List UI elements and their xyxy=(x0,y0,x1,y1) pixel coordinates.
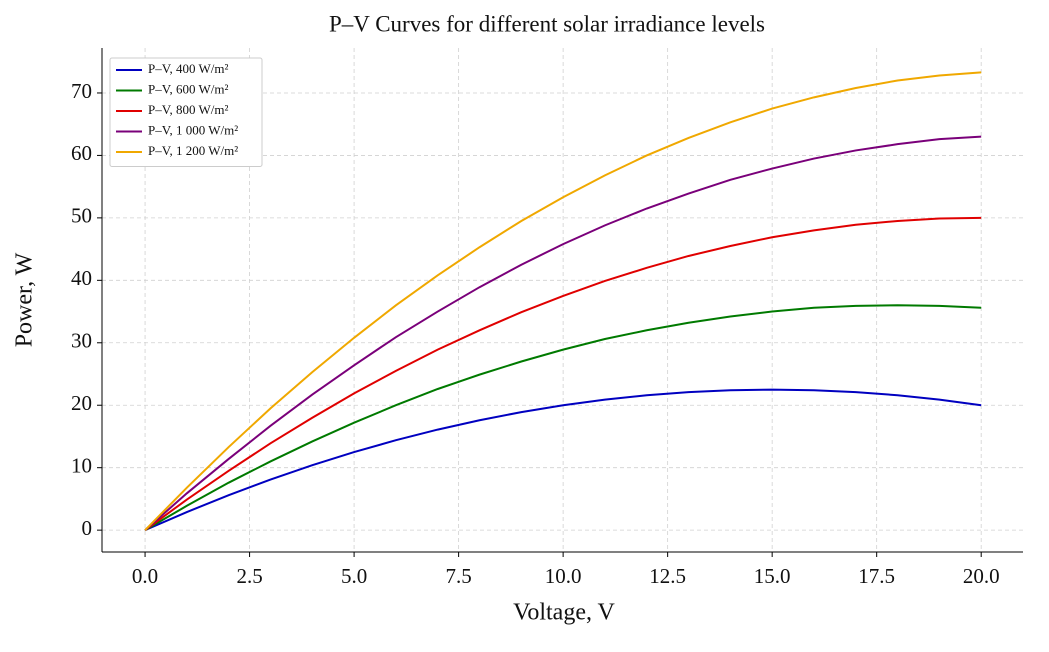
y-axis-label: Power, W xyxy=(12,252,38,347)
x-axis-label: Voltage, V xyxy=(513,600,615,626)
x-tick-label: 7.5 xyxy=(445,564,471,588)
chart-title: P–V Curves for different solar irradianc… xyxy=(329,11,765,36)
x-tick-label: 12.5 xyxy=(649,564,686,588)
y-tick-label: 60 xyxy=(71,141,92,165)
x-tick-label: 15.0 xyxy=(754,564,791,588)
line-series xyxy=(144,388,982,532)
line-series xyxy=(144,71,982,531)
legend-label: P–V, 800 W/m² xyxy=(148,102,228,117)
y-tick-label: 50 xyxy=(71,204,92,228)
x-tick-label: 20.0 xyxy=(963,564,1000,588)
y-tick-label: 0 xyxy=(82,516,93,540)
legend-label: P–V, 600 W/m² xyxy=(148,81,228,96)
legend-label: P–V, 1 000 W/m² xyxy=(148,122,238,137)
line-series xyxy=(144,135,982,531)
legend-label: P–V, 400 W/m² xyxy=(148,61,228,76)
line-series xyxy=(144,304,982,532)
y-tick-label: 30 xyxy=(71,329,92,353)
y-tick-label: 70 xyxy=(71,79,92,103)
x-tick-label: 5.0 xyxy=(341,564,367,588)
legend-box xyxy=(109,57,263,167)
x-tick-label: 0.0 xyxy=(132,564,158,588)
legend-label: P–V, 1 200 W/m² xyxy=(148,143,238,158)
y-tick-label: 40 xyxy=(71,266,92,290)
x-tick-label: 10.0 xyxy=(545,564,582,588)
y-tick-label: 20 xyxy=(71,391,92,415)
x-tick-label: 17.5 xyxy=(858,564,895,588)
line-series xyxy=(144,216,982,531)
x-tick-label: 2.5 xyxy=(236,564,262,588)
y-tick-label: 10 xyxy=(71,454,92,478)
